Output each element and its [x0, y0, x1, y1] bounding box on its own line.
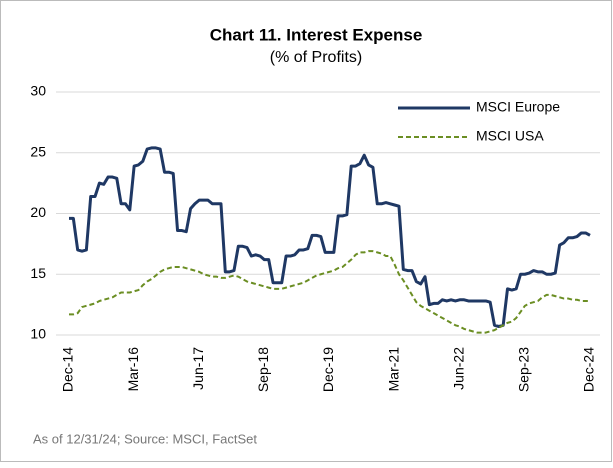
x-tick-label: Sep-23 [516, 347, 532, 392]
x-tick-label: Mar-16 [125, 347, 141, 392]
y-tick-label: 30 [30, 83, 46, 99]
series-line [69, 250, 590, 334]
x-tick-label: Jun-17 [190, 347, 206, 390]
chart-title: Chart 11. Interest Expense [210, 25, 423, 44]
x-tick-label: Dec-24 [581, 347, 597, 392]
y-tick-label: 10 [30, 326, 46, 342]
legend-label: MSCI Europe [476, 99, 560, 115]
x-tick-label: Jun-22 [450, 347, 466, 390]
y-tick-label: 25 [30, 143, 46, 159]
x-tick-label: Dec-14 [60, 347, 76, 392]
legend-label: MSCI USA [476, 128, 544, 144]
x-tick-label: Mar-21 [385, 347, 401, 392]
x-tick-label: Sep-18 [255, 347, 271, 392]
chart-subtitle: (% of Profits) [270, 49, 362, 66]
footnote: As of 12/31/24; Source: MSCI, FactSet [33, 431, 257, 446]
x-tick-label: Dec-19 [320, 347, 336, 392]
y-tick-label: 20 [30, 204, 46, 220]
y-tick-label: 15 [30, 265, 46, 281]
